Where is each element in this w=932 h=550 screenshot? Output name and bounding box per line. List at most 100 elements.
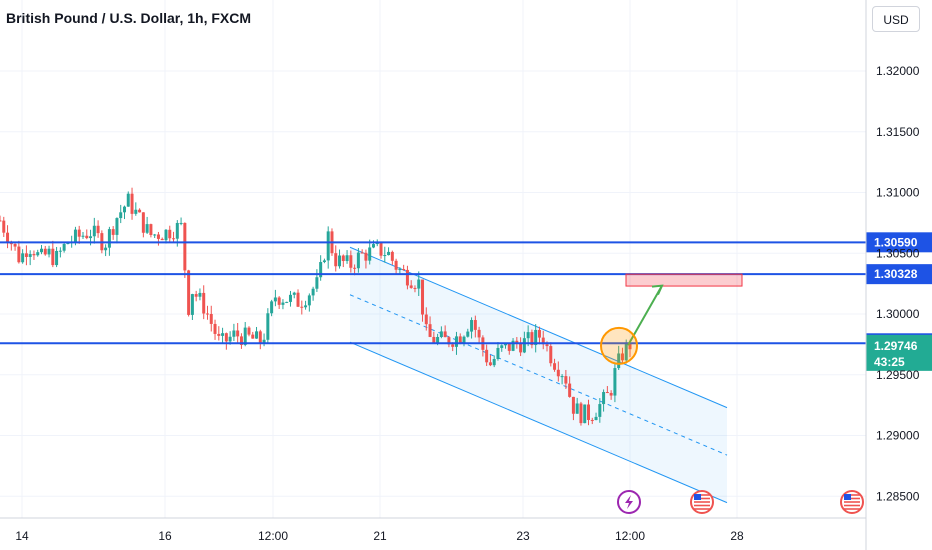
candle-body: [32, 254, 36, 256]
candle-body: [13, 243, 17, 247]
candle-body: [190, 294, 194, 315]
level-price-label: 1.30590: [874, 235, 918, 249]
candle-body: [605, 392, 609, 394]
candle-body: [402, 269, 406, 271]
level-price-tag: [866, 264, 932, 285]
candle-body: [296, 292, 300, 307]
candle-body: [522, 338, 526, 353]
candle-body: [417, 279, 421, 289]
candle-body: [424, 314, 428, 325]
candle-body: [368, 247, 372, 261]
candle-body: [277, 297, 281, 305]
time-axis[interactable]: 14 16 12:00 21 23 12:00 28: [0, 517, 866, 543]
breakout-highlight-circle[interactable]: [600, 326, 638, 365]
chart-title: British Pound / U.S. Dollar, 1h, FXCM: [6, 10, 252, 26]
descending-channel[interactable]: [350, 247, 727, 503]
candle-body: [39, 248, 43, 253]
candle-body: [141, 212, 145, 233]
price-tick-label: 1.30000: [876, 307, 920, 321]
candle-body: [255, 331, 259, 339]
candle-body: [334, 253, 338, 267]
last-price-tag: [866, 334, 932, 371]
candle-body: [439, 331, 443, 337]
price-tick-label: 1.31000: [876, 186, 920, 200]
candle-body: [379, 242, 383, 256]
candle-body: [198, 292, 202, 297]
candle-body: [447, 337, 451, 345]
lightning-icon: [617, 490, 641, 514]
candle-body: [221, 333, 225, 336]
candle-body: [454, 336, 458, 347]
candle-body: [175, 222, 179, 239]
candle-body: [262, 339, 266, 344]
candle-body: [628, 342, 632, 350]
candle-body: [217, 333, 221, 336]
candle-body: [613, 368, 617, 396]
us-flag-icon: [840, 490, 864, 514]
candle-body: [28, 254, 32, 257]
candle-body: [511, 340, 515, 351]
candle-body: [390, 251, 394, 261]
candle-body: [266, 313, 270, 340]
candle-body: [172, 238, 176, 240]
candle-body: [409, 285, 413, 288]
candle-body: [51, 248, 55, 266]
us-flag-icon: [690, 490, 714, 514]
candle-body: [436, 336, 440, 343]
candle-body: [96, 225, 100, 234]
candle-body: [89, 236, 93, 239]
time-tick-label: 23: [516, 529, 530, 543]
candle-body: [104, 247, 108, 251]
candle-body: [507, 343, 511, 351]
time-tick-label: 14: [15, 529, 29, 543]
candle-body: [338, 255, 342, 267]
target-zone[interactable]: [625, 273, 743, 287]
candle-body: [107, 229, 111, 248]
candle-body: [300, 306, 304, 308]
candle-body: [281, 302, 285, 305]
price-axis[interactable]: 1.32000 1.31500 1.31000 1.30500 1.30000 1.295…: [865, 0, 920, 550]
time-tick-label: 12:00: [615, 529, 645, 543]
candle-body: [458, 336, 462, 344]
candle-body: [304, 305, 308, 308]
candle-body: [62, 244, 66, 251]
candle-body: [115, 218, 119, 235]
candle-body: [243, 327, 247, 345]
candle-body: [530, 332, 534, 346]
candle-body: [571, 396, 575, 414]
candle-body: [353, 267, 357, 269]
candle-body: [224, 333, 228, 342]
candle-body: [617, 353, 621, 369]
currency-button[interactable]: USD: [872, 6, 920, 32]
candle-body: [77, 229, 81, 237]
channel-lower-line[interactable]: [349, 341, 728, 504]
price-tick-label: 1.32000: [876, 64, 920, 78]
candle-body: [568, 383, 572, 397]
countdown-label: 43:25: [874, 355, 905, 369]
candle-body: [209, 313, 213, 324]
candle-body: [519, 343, 523, 353]
candle-body: [85, 235, 89, 239]
candle-body: [258, 331, 262, 344]
candle-body: [341, 255, 345, 262]
arrow-head: [651, 284, 664, 296]
candle-body: [205, 313, 209, 315]
candle-body: [202, 292, 206, 314]
candle-body: [488, 362, 492, 366]
chart-grid: [0, 0, 866, 518]
candle-body: [73, 229, 77, 242]
candle-body: [285, 301, 289, 303]
price-tick-label: 1.28500: [876, 489, 920, 503]
candle-body: [145, 224, 149, 233]
candle-body: [9, 243, 13, 245]
candle-body: [428, 324, 432, 337]
time-tick-label: 16: [158, 529, 172, 543]
candle-body: [6, 232, 10, 244]
candle-body: [228, 336, 232, 342]
candle-body: [168, 229, 172, 239]
price-tick-label: 1.29000: [876, 429, 920, 443]
candle-body: [534, 329, 538, 346]
candle-body: [587, 404, 591, 420]
candle-body: [153, 234, 157, 236]
